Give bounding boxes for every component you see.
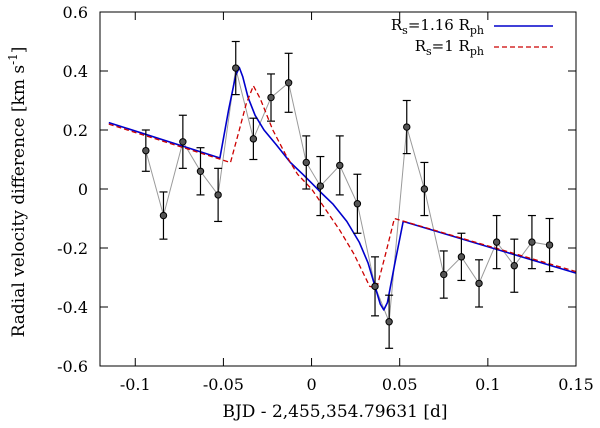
data-point <box>336 161 344 170</box>
y-tick-label: 0 <box>78 180 88 199</box>
x-tick-label: -0.1 <box>120 375 151 394</box>
data-point <box>528 238 536 246</box>
x-axis-title: BJD - 2,455,354.79631 [d] <box>222 402 447 422</box>
model-curve-series-2 <box>108 85 577 289</box>
data-point <box>545 241 554 249</box>
x-tick-label: -0.05 <box>203 375 244 394</box>
data-point <box>353 200 362 208</box>
observed-points-layer <box>141 40 554 349</box>
y-tick-label: -0.4 <box>57 298 88 317</box>
x-tick-label: 0.05 <box>382 375 418 394</box>
axis-ticks-layer: -0.1 -0.05 0 0.05 0.1 0.15 -0.6 -0.4 -0.2 0 0.2 0.4… <box>57 3 594 394</box>
y-tick-label: -0.6 <box>57 357 88 376</box>
y-tick-label: 0.2 <box>63 121 88 140</box>
data-point <box>316 182 325 190</box>
model-curve-series-1 <box>108 66 577 311</box>
data-point <box>403 123 411 131</box>
data-point <box>159 211 168 220</box>
legend-label-series-2: Rs=1 Rph <box>415 37 484 58</box>
y-tick-label: 0.4 <box>63 62 88 81</box>
data-point <box>267 93 275 102</box>
data-point <box>214 191 222 199</box>
data-point <box>179 138 187 146</box>
data-point <box>457 253 466 261</box>
x-tick-label: 0.1 <box>475 375 500 394</box>
data-point <box>249 135 258 143</box>
legend-label-series-1: Rs=1.16 Rph <box>391 16 484 37</box>
data-point <box>232 64 240 72</box>
x-tick-label: 0 <box>306 375 316 394</box>
data-point <box>475 279 483 288</box>
observed-connector-line <box>145 67 550 322</box>
y-tick-label: -0.2 <box>57 239 88 258</box>
data-point <box>420 185 429 193</box>
y-axis-title: Radial velocity difference [km s-1] <box>6 47 29 338</box>
data-point <box>510 262 518 270</box>
observed-connector-layer <box>145 67 550 322</box>
data-point <box>492 238 501 246</box>
data-point <box>284 79 293 87</box>
data-point <box>371 282 379 291</box>
data-point <box>385 318 393 326</box>
model-curves-layer <box>108 66 577 311</box>
x-tick-label: 0.15 <box>558 375 594 394</box>
data-point <box>142 146 150 155</box>
plot-frame <box>99 11 577 367</box>
data-point <box>440 270 448 279</box>
legend: Rs=1.16 Rph Rs=1 Rph <box>391 16 553 58</box>
y-tick-label: 0.6 <box>63 3 88 22</box>
data-point <box>196 167 205 176</box>
data-point <box>302 158 310 167</box>
